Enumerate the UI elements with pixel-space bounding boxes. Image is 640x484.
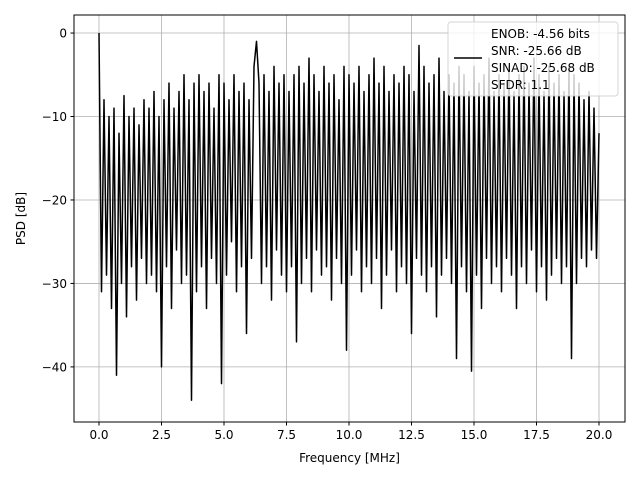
legend-box bbox=[447, 21, 619, 97]
legend-entry: SFDR: 1.1 bbox=[491, 78, 550, 92]
x-tick-label: 20.0 bbox=[586, 428, 613, 442]
axes-frame bbox=[73, 14, 626, 423]
x-tick-label: 10.0 bbox=[336, 428, 363, 442]
ticks: 0.0 2.5 5.0 7.5 10.0 12.5 15.0 17.5 20.0 0 −10 −20 −… bbox=[42, 27, 613, 442]
y-tick-label: −10 bbox=[42, 110, 67, 124]
x-tick-label: 0.0 bbox=[89, 428, 108, 442]
x-tick-label: 15.0 bbox=[461, 428, 488, 442]
y-tick-label: −30 bbox=[42, 277, 67, 291]
y-tick-label: 0 bbox=[59, 27, 67, 41]
x-axis-label: Frequency [MHz] bbox=[299, 451, 400, 465]
psd-series-line bbox=[98, 33, 600, 402]
y-tick-label: −40 bbox=[42, 360, 67, 374]
x-tick-label: 7.5 bbox=[277, 428, 296, 442]
legend-entry: SINAD: -25.68 dB bbox=[491, 61, 595, 75]
y-axis-label: PSD [dB] bbox=[14, 192, 28, 245]
y-tick-label: −20 bbox=[42, 193, 67, 207]
legend-entry: ENOB: -4.56 bits bbox=[491, 27, 590, 41]
x-tick-label: 2.5 bbox=[152, 428, 171, 442]
x-tick-label: 17.5 bbox=[523, 428, 550, 442]
x-tick-label: 5.0 bbox=[214, 428, 233, 442]
legend-entry: SNR: -25.66 dB bbox=[491, 44, 582, 58]
legend: ENOB: -4.56 bits SNR: -25.66 dB SINAD: -… bbox=[447, 21, 619, 97]
x-tick-label: 12.5 bbox=[398, 428, 425, 442]
